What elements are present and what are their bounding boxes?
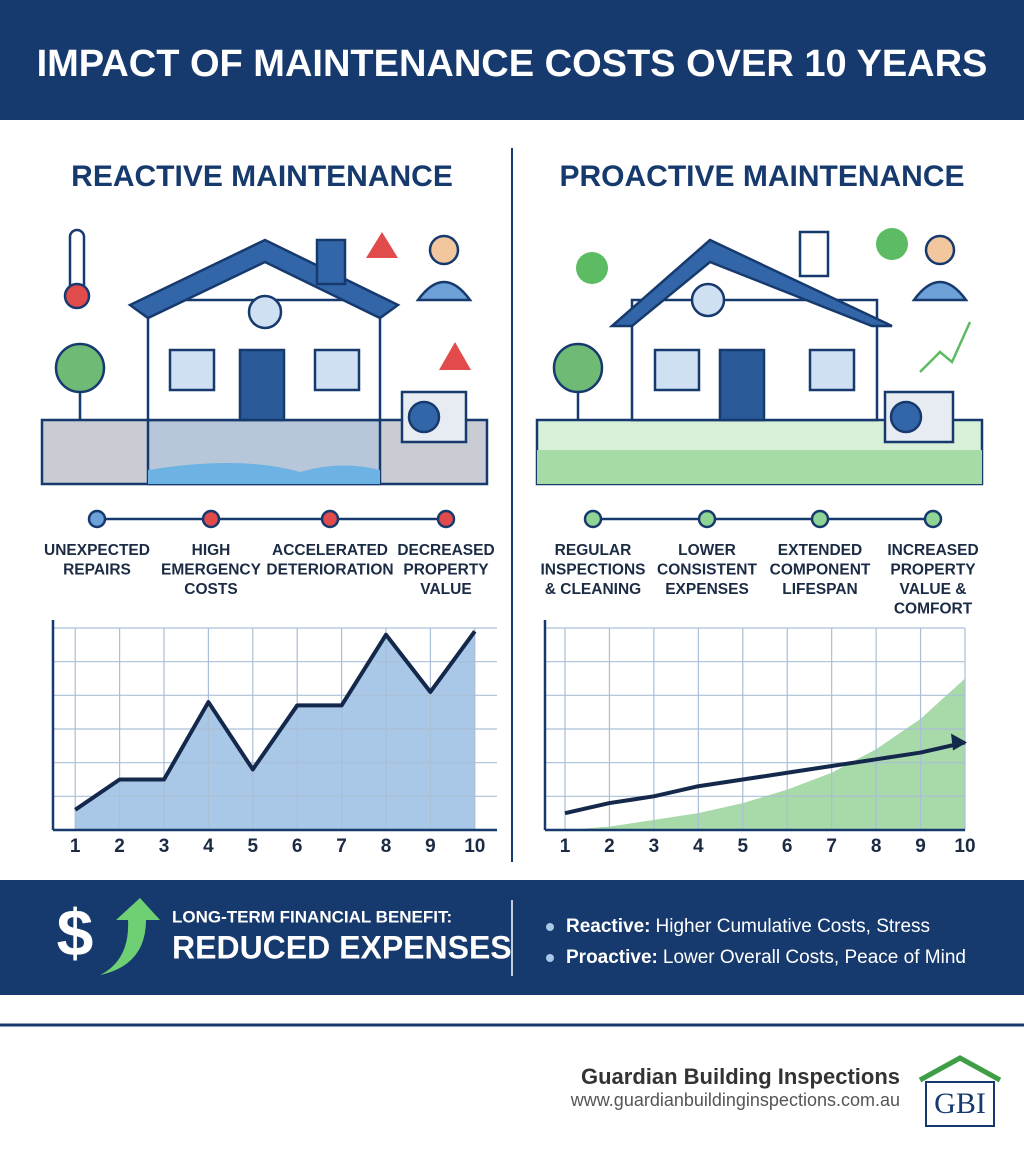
area [75,631,475,830]
bullet: Proactive: Lower Overall Costs, Peace of … [566,947,966,968]
bullet-label: Reactive: [566,916,651,937]
step-label: VALUE & [900,581,967,598]
step-label: COSTS [184,581,237,598]
step-label: LIFESPAN [782,581,858,598]
logo-box [925,1081,995,1127]
bullet: Reactive: Higher Cumulative Costs, Stress [566,916,930,937]
step-label: COMPONENT [770,562,871,579]
x-tick-label: 9 [425,836,436,857]
x-tick-label: 6 [782,836,793,857]
timeline-dot [923,509,943,529]
bullet-text: Lower Overall Costs, Peace of Mind [663,947,966,968]
proactive-house [535,228,984,486]
panel-title: PROACTIVE MAINTENANCE [559,160,964,193]
x-tick-label: 1 [70,836,81,857]
step-label: HIGH [192,542,231,559]
x-tick-label: 9 [915,836,926,857]
timeline-dot [583,509,603,529]
step-label: COMFORT [894,601,973,618]
step-label: REGULAR [555,542,632,559]
arrow-icon [100,898,160,975]
step-label: EMERGENCY [161,562,262,579]
x-tick-label: 8 [871,836,882,857]
step-label: UNEXPECTED [44,542,150,559]
url: www.guardianbuildinginspections.com.au [570,1090,900,1110]
line [74,630,477,812]
timeline-dot [201,509,221,529]
company: Guardian Building Inspections [581,1064,900,1089]
step-label: PROPERTY [890,562,976,579]
dollar-icon: $ [57,895,94,969]
timeline-dot [320,509,340,529]
reactive-house [40,228,489,486]
x-tick-label: 7 [826,836,837,857]
step-label: INSPECTIONS [540,562,645,579]
x-tick-label: 5 [248,836,259,857]
x-tick-label: 8 [381,836,392,857]
banner-headline: REDUCED EXPENSES [172,929,512,965]
x-tick-label: 1 [560,836,571,857]
x-tick-label: 10 [464,836,485,857]
step-label: DECREASED [397,542,494,559]
step-label: INCREASED [887,542,978,559]
logo: GBI [934,1087,986,1120]
line [564,740,966,816]
timeline-dot [436,509,456,529]
x-tick-label: 3 [649,836,660,857]
x-tick-label: 10 [954,836,975,857]
step-label: DETERIORATION [266,562,393,579]
step-label: & CLEANING [545,581,641,598]
header-title: IMPACT OF MAINTENANCE COSTS OVER 10 YEAR… [37,43,988,85]
step-label: EXPENSES [665,581,749,598]
step-label: PROPERTY [403,562,489,579]
logo-roof [918,1055,1002,1083]
step-label: EXTENDED [778,542,862,559]
bullet-dot [546,954,554,962]
area [565,678,965,830]
bullet-label: Proactive: [566,947,658,968]
timeline-dot [697,509,717,529]
step-label: LOWER [678,542,736,559]
x-tick-label: 2 [114,836,125,857]
header-bar [0,0,1024,120]
x-tick-label: 5 [737,836,748,857]
panel-title: REACTIVE MAINTENANCE [71,160,453,193]
bullet-dot [546,923,554,931]
x-tick-label: 4 [203,836,214,857]
step-label: ACCELERATED [272,542,388,559]
bullet-text: Higher Cumulative Costs, Stress [656,916,931,937]
x-tick-label: 6 [292,836,303,857]
x-tick-label: 4 [693,836,704,857]
step-label: VALUE [420,581,471,598]
step-label: CONSISTENT [657,562,757,579]
x-tick-label: 7 [336,836,347,857]
x-tick-label: 2 [604,836,615,857]
bullets: Reactive: Higher Cumulative Costs, Stress… [546,916,966,968]
x-tick-label: 3 [159,836,170,857]
timeline-dot [87,509,107,529]
banner-kicker: LONG-TERM FINANCIAL BENEFIT: [172,907,452,926]
timeline-dot [810,509,830,529]
step-label: REPAIRS [63,562,131,579]
